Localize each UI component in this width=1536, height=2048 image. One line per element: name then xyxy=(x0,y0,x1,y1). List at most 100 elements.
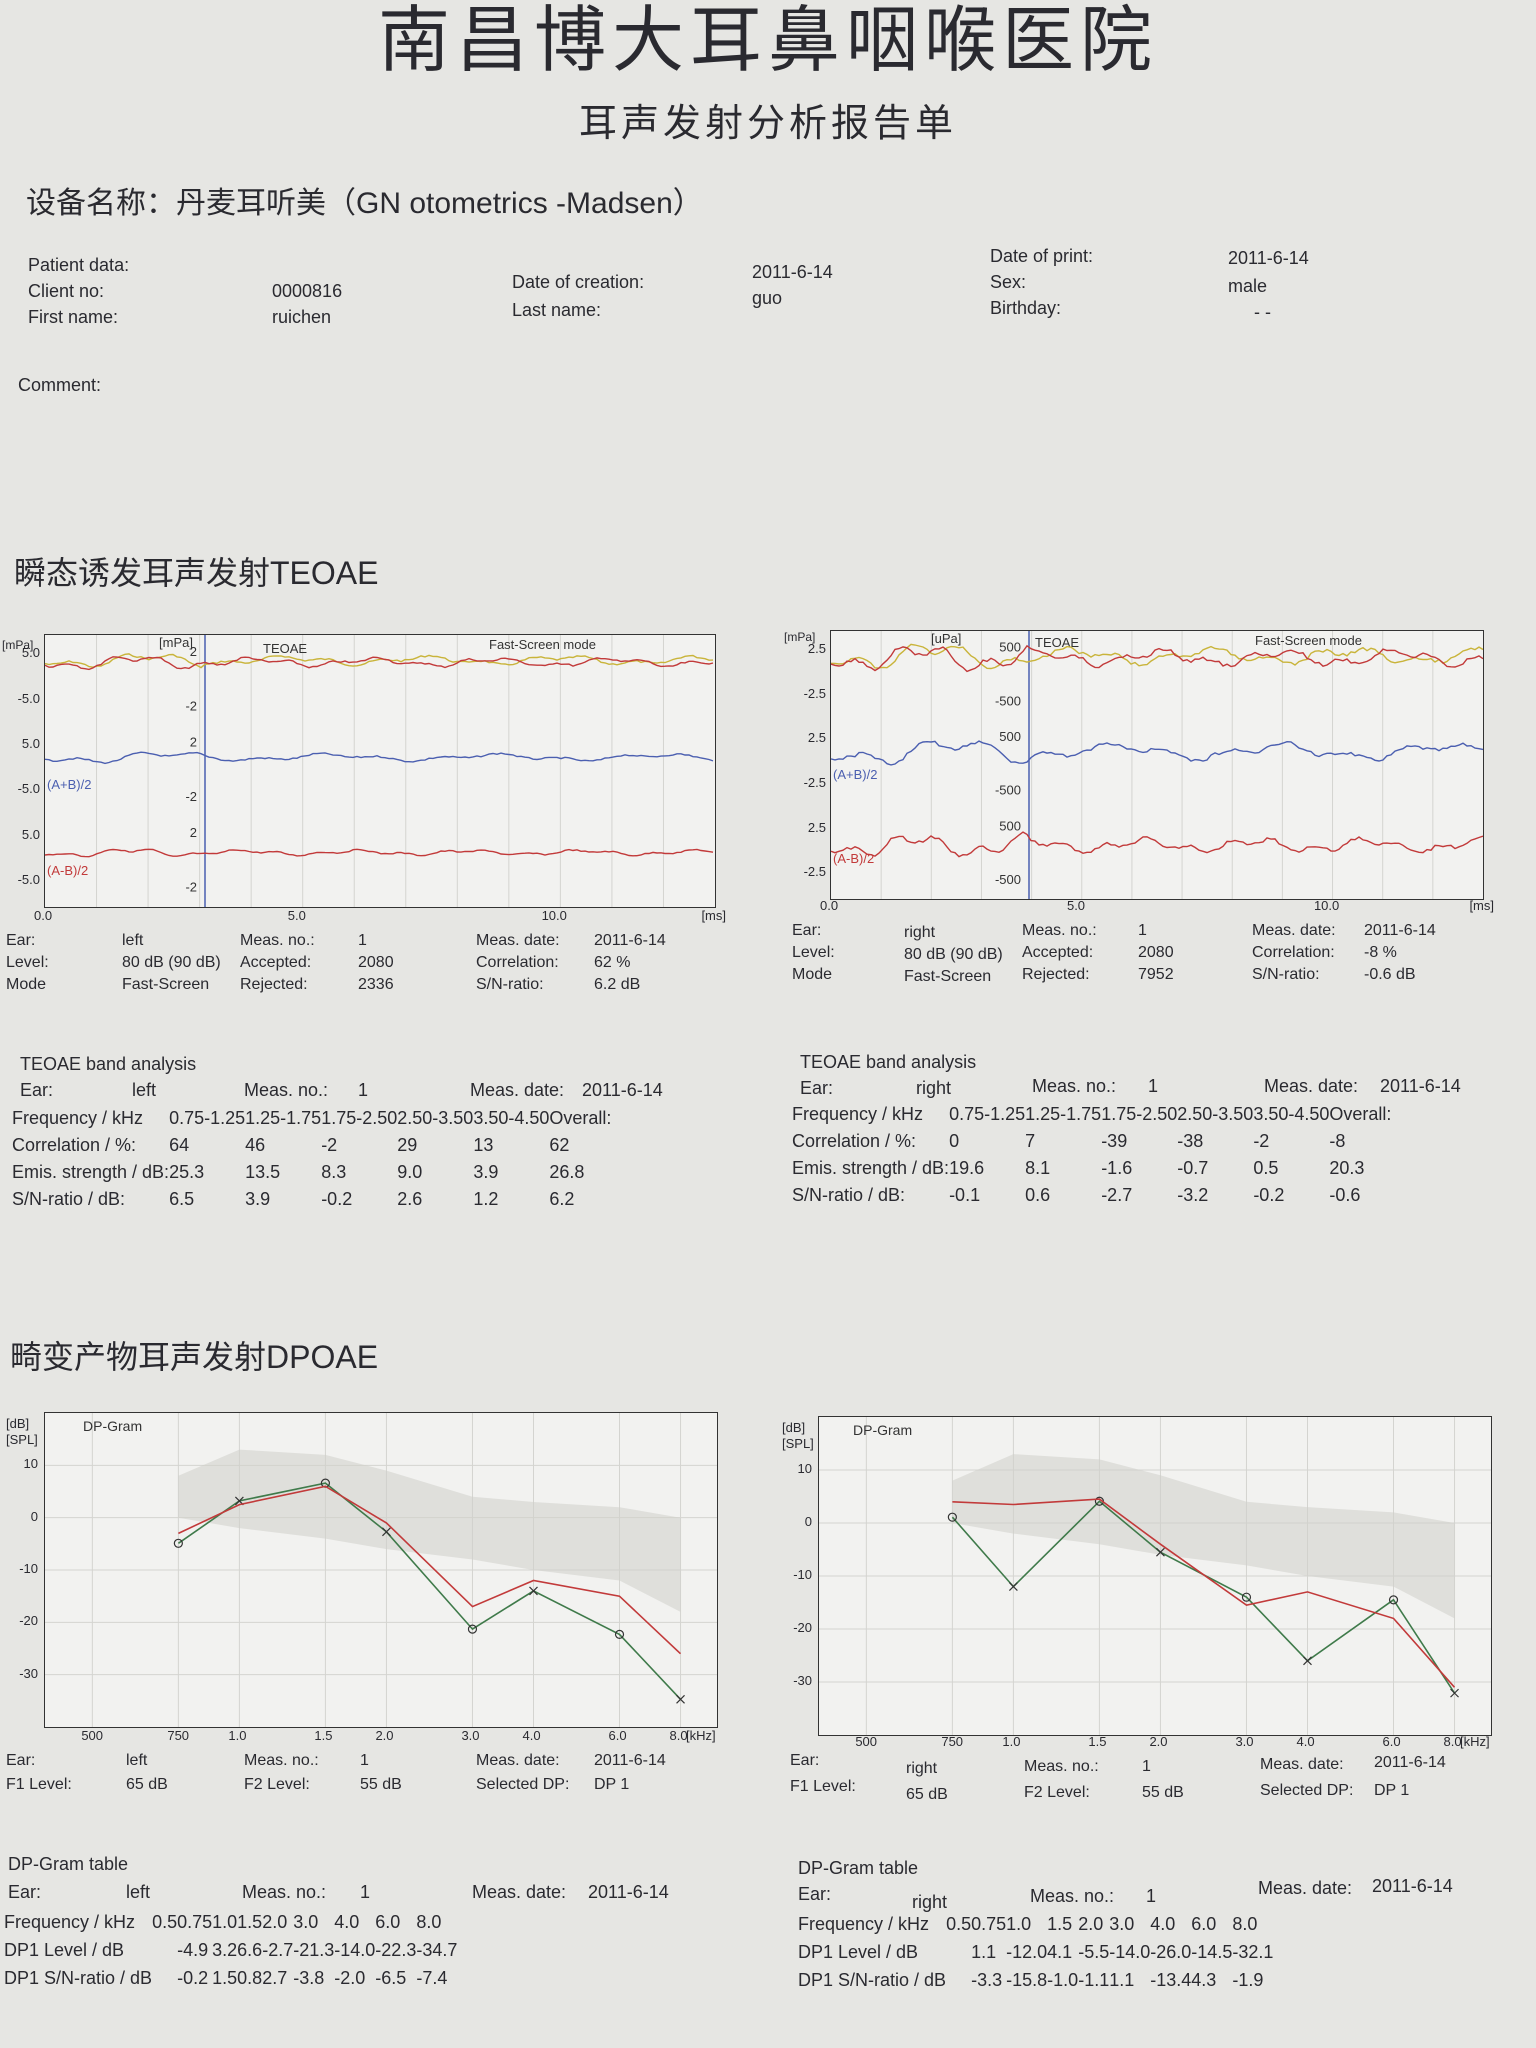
teoae-inner-tick: 500 xyxy=(999,818,1021,833)
band-right-ear-label: Ear: xyxy=(800,1078,834,1098)
dp-norm-band xyxy=(952,1454,1455,1619)
dp-left-dp: DP 1 xyxy=(594,1776,630,1793)
dp-y-tick: -20 xyxy=(793,1620,812,1635)
band-cell: 1.75-2.50 xyxy=(321,1108,398,1128)
dp-point xyxy=(1450,1688,1459,1698)
dp-left-f2-label: F2 Level: xyxy=(244,1776,310,1793)
dp-right-table-measdate: 2011-6-14 xyxy=(1372,1876,1453,1896)
dp-right-svg: DP-Gram xyxy=(819,1417,1491,1735)
dp-point xyxy=(1156,1547,1165,1557)
dp-level-row: DP1 Level / dB -4.9 3.2 6.6 -2.7 -21.3 -14.0 -2… xyxy=(4,1936,457,1964)
dp-cell: 1.5 xyxy=(212,1967,238,1988)
band-cell: 1.25-1.75 xyxy=(245,1108,322,1128)
teoae-right-inner-ticks: 500 -500 500 -500 500 -500 xyxy=(995,640,1021,887)
teoae-right-level-label: Level: xyxy=(792,944,835,961)
dp-right-measdate: 2011-6-14 xyxy=(1374,1754,1446,1771)
teoae-right-inner-unit: [uPa] xyxy=(931,631,961,646)
patient-data-label: Patient data: xyxy=(28,255,130,275)
teoae-left-sum-label: (A+B)/2 xyxy=(47,777,91,792)
band-cell: -39 xyxy=(1101,1131,1128,1151)
dp-left-y-ticks: 10 0 -10 -20 -30 xyxy=(0,1412,44,1726)
teoae-inner-tick: 500 xyxy=(999,640,1021,655)
dp-point xyxy=(173,1538,183,1548)
band-row-label: Emis. strength / dB: xyxy=(12,1162,170,1182)
band-cell: 1.75-2.50 xyxy=(1101,1104,1178,1124)
teoae-trace-a xyxy=(831,643,1483,670)
dp-right-measno: 1 xyxy=(1142,1758,1151,1775)
band-cell: 29 xyxy=(397,1135,418,1155)
dp-noise-line xyxy=(178,1485,682,1655)
band-cell: 2.6 xyxy=(397,1189,423,1209)
dp-right-title: DP-Gram xyxy=(853,1422,912,1438)
dp-x-tick: 8.0 xyxy=(669,1728,688,1743)
band-cell: -2.7 xyxy=(1101,1185,1133,1205)
dp-row-label: DP1 Level / dB xyxy=(798,1941,919,1962)
dp-left-svg: DP-Gram xyxy=(45,1413,717,1727)
teoae-left-ear-label: Ear: xyxy=(6,932,36,949)
teoae-right-outer-ticks: 2.5 -2.5 2.5 -2.5 2.5 -2.5 xyxy=(780,630,830,898)
dp-x-tick: 1.0 xyxy=(228,1728,247,1743)
band-cell: 1.2 xyxy=(473,1189,499,1209)
teoae-left-sn-label: S/N-ratio: xyxy=(476,976,544,993)
dp-point xyxy=(614,1629,625,1639)
dp-right-measdate-label: Meas. date: xyxy=(1260,1756,1344,1773)
dp-point xyxy=(947,1512,957,1522)
band-cell: 8.1 xyxy=(1025,1158,1051,1178)
teoae-left-mode-title: Fast-Screen mode xyxy=(489,637,596,652)
band-data-row: Correlation / %: 64 46 -2 29 13 62 xyxy=(12,1132,611,1159)
teoae-right-x-ticks: 0.0 5.0 10.0 [ms] xyxy=(820,898,1494,918)
dp-right-ear: right xyxy=(906,1760,938,1777)
teoae-left-chart: [mPa] TEOAE Fast-Screen mode (A+B)/2 (A-… xyxy=(44,634,716,908)
teoae-inner-tick: 2 xyxy=(190,644,197,659)
dp-cell: 0.5 xyxy=(946,1913,972,1934)
band-cell: 7 xyxy=(1025,1131,1036,1151)
band-cell: 26.8 xyxy=(549,1162,585,1182)
teoae-right-svg: [uPa] TEOAE Fast-Screen mode (A+B)/2 (A-… xyxy=(831,631,1483,899)
dp-cell: 1.1 xyxy=(971,1941,997,1962)
teoae-left-ear: left xyxy=(122,932,144,949)
dp-cell: -1.0 xyxy=(1047,1969,1079,1990)
teoae-inner-tick: 2 xyxy=(190,825,197,840)
dp-left-spl-label: [SPL] xyxy=(6,1432,38,1447)
dp-left-dp-label: Selected DP: xyxy=(476,1776,570,1793)
teoae-left-mode-label: Mode xyxy=(6,976,47,993)
dp-left-norm-band xyxy=(178,1449,681,1612)
band-row-label: S/N-ratio / dB: xyxy=(12,1189,126,1209)
dp-x-tick: 2.0 xyxy=(1149,1734,1168,1749)
dp-cell: 4.1 xyxy=(1047,1941,1073,1962)
dpoae-section-title: 畸变产物耳声发射DPOAE xyxy=(10,1339,379,1375)
band-cell: Overall: xyxy=(1329,1104,1392,1124)
teoae-inner-tick: -2 xyxy=(185,880,197,895)
band-row-label: Frequency / kHz xyxy=(12,1108,144,1128)
teoae-x-unit: [ms] xyxy=(1469,898,1494,913)
dp-sn-row: DP1 S/N-ratio / dB -0.2 1.5 0.8 2.7 -3.8 -2.0-… xyxy=(4,1964,457,1992)
dp-left-table-measno-label: Meas. no.: xyxy=(242,1882,327,1902)
dp-point xyxy=(382,1527,391,1537)
teoae-right-sum-label: (A+B)/2 xyxy=(833,767,877,782)
teoae-left-level: 80 dB (90 dB) xyxy=(122,954,221,971)
teoae-right-sn-label: S/N-ratio: xyxy=(1252,966,1320,983)
dp-cell: -4.9 xyxy=(177,1939,209,1960)
dp-y-tick: 10 xyxy=(23,1456,38,1472)
teoae-outer-tick: 2.5 xyxy=(807,730,826,746)
teoae-right-mode-title: Fast-Screen mode xyxy=(1255,633,1362,648)
first-name-value: ruichen xyxy=(272,307,332,327)
dp-cell: 0.8 xyxy=(237,1967,263,1988)
dp-cell: -21.3 xyxy=(293,1939,335,1960)
dp-right-table: Frequency / kHz 0.5 0.75 1.0 1.5 2.0 3.0 4.0 6.0… xyxy=(798,1910,1273,1994)
dp-y-tick: -10 xyxy=(793,1567,812,1582)
dp-left-measno-label: Meas. no.: xyxy=(244,1752,319,1769)
dp-left-chart: DP-Gram xyxy=(44,1412,718,1728)
teoae-outer-tick: 5.0 xyxy=(21,645,40,661)
dp-row-label: Frequency / kHz xyxy=(798,1913,930,1934)
teoae-left-accepted: 2080 xyxy=(358,954,394,971)
teoae-left-measdate: 2011-6-14 xyxy=(594,932,666,949)
dp-cell xyxy=(152,1964,177,1992)
teoae-right-sn: -0.6 dB xyxy=(1364,966,1416,983)
dp-x-tick: 750 xyxy=(941,1734,964,1749)
dp-cell: -15.8 xyxy=(1006,1969,1048,1990)
band-left-title: TEOAE band analysis xyxy=(20,1054,197,1074)
band-cell: -0.2 xyxy=(1253,1185,1285,1205)
dp-cell: -7.4 xyxy=(416,1967,448,1988)
teoae-right-measdate: 2011-6-14 xyxy=(1364,922,1436,939)
